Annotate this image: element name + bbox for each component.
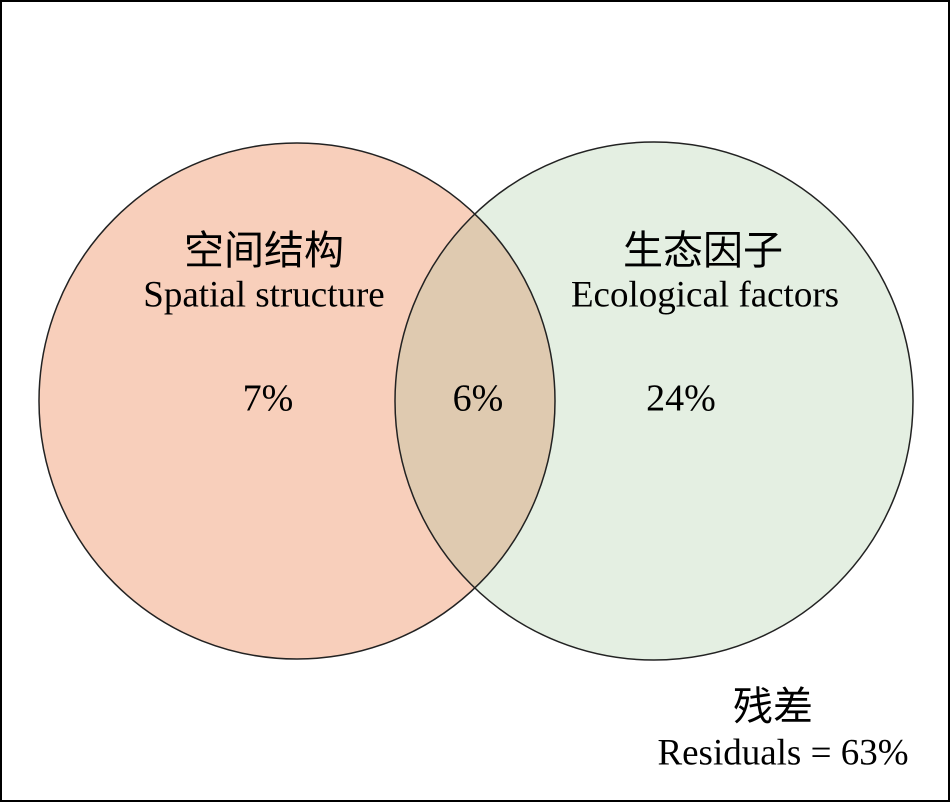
left-circle-outline	[38, 142, 556, 660]
set-label-cn: 空间结构	[184, 228, 344, 273]
set-label-cn: 生态因子	[623, 228, 783, 273]
set-label-en: Ecological factors	[571, 274, 839, 315]
residuals-label-cn: 残差	[733, 684, 813, 729]
left-circle-fill	[39, 143, 555, 659]
unique-share: 7%	[243, 378, 294, 420]
unique-share: 24%	[646, 378, 716, 420]
residuals-label-en: Residuals = 63%	[657, 732, 908, 773]
set-label-en: Spatial structure	[143, 274, 384, 315]
right-circle-fill	[395, 142, 913, 660]
right-circle-outline	[394, 141, 914, 661]
overlap-share: 6%	[453, 378, 504, 420]
